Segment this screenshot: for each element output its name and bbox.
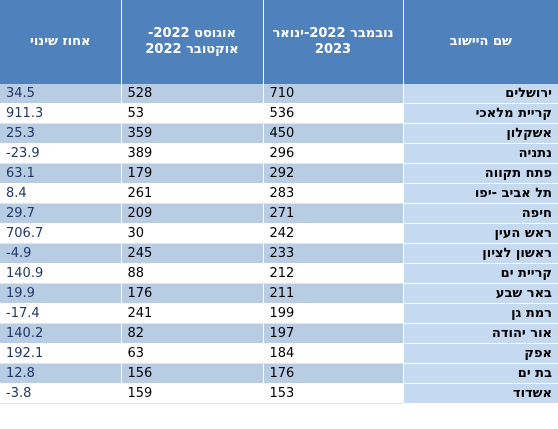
table-row: פתח תקווה 292 179 63.1 [0,163,558,184]
cell-city: חיפה [402,203,558,224]
cell-pct-change: 29.7 [0,203,121,224]
cell-pct-change: 140.9 [0,263,121,284]
cell-aug-oct: 389 [120,143,263,164]
cell-city: תל אביב -יפו [402,183,558,204]
table-row: ראשון לציון 233 245 -4.9 [0,243,558,264]
header-nov-jan: נובמבר 2022-ינואר 2023 [262,0,403,84]
table-row: קריית מלאכי 536 53 911.3 [0,103,558,124]
table-row: אור יהודה 197 82 140.2 [0,323,558,344]
table-row: אשקלון 450 359 25.3 [0,123,558,144]
cell-nov-jan: 283 [262,183,403,204]
cell-pct-change: -4.9 [0,243,121,264]
table-row: אשדוד 153 159 -3.8 [0,383,558,404]
cell-aug-oct: 179 [120,163,263,184]
cell-city: אור יהודה [402,323,558,344]
cell-nov-jan: 271 [262,203,403,224]
table-row: אפק 184 63 192.1 [0,343,558,364]
cell-aug-oct: 176 [120,283,263,304]
cell-pct-change: 12.8 [0,363,121,384]
cell-pct-change: -3.8 [0,383,121,404]
cell-city: פתח תקווה [402,163,558,184]
cell-pct-change: 140.2 [0,323,121,344]
cell-city: אשקלון [402,123,558,144]
cell-city: אשדוד [402,383,558,404]
cell-pct-change: -17.4 [0,303,121,324]
cell-nov-jan: 233 [262,243,403,264]
cell-city: רמת גן [402,303,558,324]
cell-aug-oct: 30 [120,223,263,244]
cell-city: ראש העין [402,223,558,244]
cell-nov-jan: 536 [262,103,403,124]
cell-pct-change: 63.1 [0,163,121,184]
cell-pct-change: 34.5 [0,84,121,104]
cell-nov-jan: 199 [262,303,403,324]
cell-city: קריית מלאכי [402,103,558,124]
cell-nov-jan: 197 [262,323,403,344]
table-row: באר שבע 211 176 19.9 [0,283,558,304]
header-row: שם היישוב נובמבר 2022-ינואר 2023 אוגוסט … [0,0,558,84]
table-row: נתניה 296 389 -23.9 [0,143,558,164]
cell-city: קריית ים [402,263,558,284]
table-row: רמת גן 199 241 -17.4 [0,303,558,324]
cell-pct-change: 706.7 [0,223,121,244]
data-table: שם היישוב נובמבר 2022-ינואר 2023 אוגוסט … [0,0,558,404]
table-row: בת ים 176 156 12.8 [0,363,558,384]
cell-nov-jan: 153 [262,383,403,404]
cell-pct-change: -23.9 [0,143,121,164]
table-row: ירושלים 710 528 34.5 [0,84,558,104]
table-row: חיפה 271 209 29.7 [0,203,558,224]
cell-aug-oct: 209 [120,203,263,224]
cell-nov-jan: 211 [262,283,403,304]
cell-aug-oct: 159 [120,383,263,404]
cell-aug-oct: 261 [120,183,263,204]
cell-city: ראשון לציון [402,243,558,264]
cell-aug-oct: 241 [120,303,263,324]
cell-city: בת ים [402,363,558,384]
cell-city: באר שבע [402,283,558,304]
cell-nov-jan: 710 [262,84,403,104]
cell-nov-jan: 212 [262,263,403,284]
table-row: ראש העין 242 30 706.7 [0,223,558,244]
table-row: תל אביב -יפו 283 261 8.4 [0,183,558,204]
cell-nov-jan: 184 [262,343,403,364]
cell-aug-oct: 359 [120,123,263,144]
header-city: שם היישוב [402,0,558,84]
cell-pct-change: 19.9 [0,283,121,304]
table-row: קריית ים 212 88 140.9 [0,263,558,284]
table-header: שם היישוב נובמבר 2022-ינואר 2023 אוגוסט … [0,0,558,84]
cell-city: ירושלים [402,84,558,104]
cell-aug-oct: 245 [120,243,263,264]
cell-nov-jan: 450 [262,123,403,144]
cell-nov-jan: 292 [262,163,403,184]
cell-aug-oct: 63 [120,343,263,364]
header-pct-change: אחוז שינוי [0,0,121,84]
cell-pct-change: 25.3 [0,123,121,144]
cell-aug-oct: 82 [120,323,263,344]
cell-aug-oct: 156 [120,363,263,384]
cell-nov-jan: 296 [262,143,403,164]
cell-pct-change: 8.4 [0,183,121,204]
table-body: ירושלים 710 528 34.5 קריית מלאכי 536 53 911.3 אש… [0,84,558,404]
header-aug-oct: אוגוסט 2022-אוקטובר 2022 [120,0,263,84]
cell-aug-oct: 528 [120,84,263,104]
cell-pct-change: 192.1 [0,343,121,364]
cell-city: נתניה [402,143,558,164]
cell-aug-oct: 53 [120,103,263,124]
cell-nov-jan: 176 [262,363,403,384]
cell-city: אפק [402,343,558,364]
cell-pct-change: 911.3 [0,103,121,124]
cell-nov-jan: 242 [262,223,403,244]
cell-aug-oct: 88 [120,263,263,284]
